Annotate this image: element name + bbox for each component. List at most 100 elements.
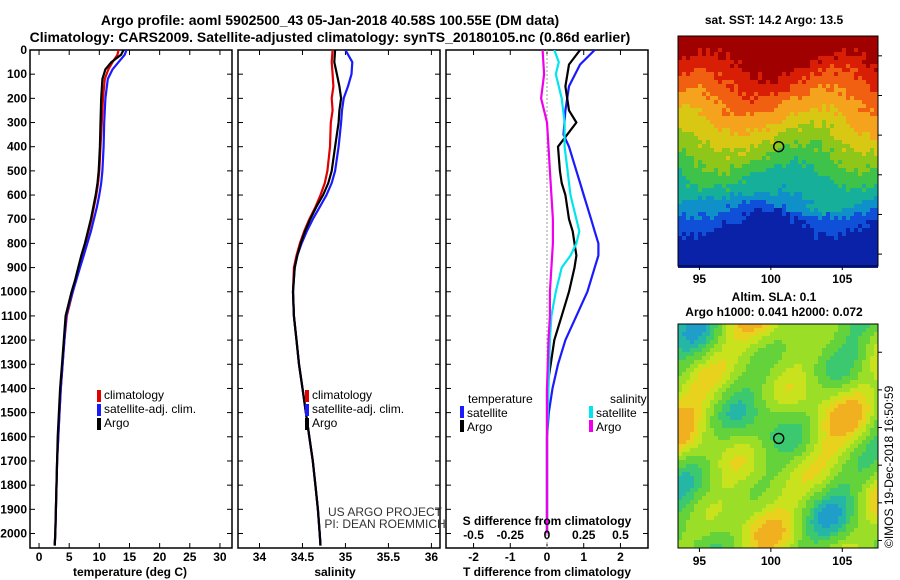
map-cell bbox=[858, 128, 862, 132]
map-cell bbox=[842, 64, 846, 68]
map-cell bbox=[790, 68, 794, 72]
map-cell bbox=[822, 108, 826, 112]
map-cell bbox=[858, 340, 862, 344]
map-cell bbox=[838, 352, 842, 356]
map-cell bbox=[818, 392, 822, 396]
map-cell bbox=[766, 392, 770, 396]
map-cell bbox=[742, 328, 746, 332]
map-cell bbox=[866, 332, 870, 336]
map-cell bbox=[810, 64, 814, 68]
map-cell bbox=[766, 44, 770, 48]
map-cell bbox=[826, 216, 830, 220]
map-cell bbox=[794, 196, 798, 200]
map-cell bbox=[838, 88, 842, 92]
map-cell bbox=[830, 168, 834, 172]
map-cell bbox=[798, 332, 802, 336]
map-cell bbox=[810, 244, 814, 248]
map-cell bbox=[770, 236, 774, 240]
map-cell bbox=[702, 464, 706, 468]
map-cell bbox=[798, 368, 802, 372]
map-cell bbox=[758, 432, 762, 436]
map-cell bbox=[762, 60, 766, 64]
map-cell bbox=[738, 80, 742, 84]
map-cell bbox=[682, 64, 686, 68]
map-cell bbox=[722, 336, 726, 340]
map-cell bbox=[862, 228, 866, 232]
map-cell bbox=[682, 372, 686, 376]
map-cell bbox=[758, 72, 762, 76]
map-cell bbox=[830, 256, 834, 260]
map-cell bbox=[778, 184, 782, 188]
map-cell bbox=[802, 244, 806, 248]
map-cell bbox=[742, 364, 746, 368]
map-cell bbox=[766, 356, 770, 360]
map-cell bbox=[758, 44, 762, 48]
map-cell bbox=[774, 332, 778, 336]
map-cell bbox=[722, 432, 726, 436]
map-cell bbox=[750, 200, 754, 204]
map-cell bbox=[806, 432, 810, 436]
map-cell bbox=[726, 124, 730, 128]
map-cell bbox=[842, 40, 846, 44]
map-cell bbox=[846, 356, 850, 360]
map-cell bbox=[870, 124, 874, 128]
map-cell bbox=[686, 184, 690, 188]
map-cell bbox=[698, 352, 702, 356]
map-cell bbox=[870, 260, 874, 264]
map-cell bbox=[858, 460, 862, 464]
map-cell bbox=[762, 120, 766, 124]
map-cell bbox=[702, 56, 706, 60]
map-cell bbox=[818, 436, 822, 440]
map-cell bbox=[698, 340, 702, 344]
map-cell bbox=[726, 336, 730, 340]
map-cell bbox=[822, 412, 826, 416]
map-cell bbox=[710, 400, 714, 404]
map-cell bbox=[830, 456, 834, 460]
map-cell bbox=[790, 48, 794, 52]
map-cell bbox=[862, 380, 866, 384]
map-cell bbox=[798, 392, 802, 396]
map-cell bbox=[818, 432, 822, 436]
map-cell bbox=[806, 444, 810, 448]
map-cell bbox=[686, 344, 690, 348]
map-cell bbox=[858, 140, 862, 144]
map-cell bbox=[802, 384, 806, 388]
map-cell bbox=[866, 136, 870, 140]
map-cell bbox=[858, 64, 862, 68]
map-cell bbox=[774, 336, 778, 340]
map-cell bbox=[722, 156, 726, 160]
map-cell bbox=[778, 340, 782, 344]
map-cell bbox=[742, 388, 746, 392]
map-cell bbox=[714, 132, 718, 136]
map-cell bbox=[774, 128, 778, 132]
map-cell bbox=[854, 180, 858, 184]
map-cell bbox=[814, 244, 818, 248]
map-cell bbox=[742, 196, 746, 200]
map-cell bbox=[690, 436, 694, 440]
map-cell bbox=[710, 436, 714, 440]
map-cell bbox=[754, 128, 758, 132]
map-cell bbox=[682, 76, 686, 80]
map-cell bbox=[702, 228, 706, 232]
map-cell bbox=[794, 80, 798, 84]
map-cell bbox=[686, 84, 690, 88]
map-cell bbox=[786, 144, 790, 148]
map-cell bbox=[690, 408, 694, 412]
map-cell bbox=[842, 332, 846, 336]
map-cell bbox=[694, 244, 698, 248]
map-cell bbox=[770, 376, 774, 380]
map-cell bbox=[686, 468, 690, 472]
map-cell bbox=[710, 376, 714, 380]
map-cell bbox=[766, 432, 770, 436]
map-cell bbox=[862, 56, 866, 60]
map-cell bbox=[778, 444, 782, 448]
map-cell bbox=[754, 216, 758, 220]
map-cell bbox=[710, 324, 714, 328]
map-cell bbox=[802, 376, 806, 380]
map-cell bbox=[798, 232, 802, 236]
x-tick-label-top: 0.5 bbox=[612, 528, 629, 542]
map-cell bbox=[734, 208, 738, 212]
map-cell bbox=[742, 324, 746, 328]
map-cell bbox=[770, 64, 774, 68]
map-cell bbox=[854, 52, 858, 56]
